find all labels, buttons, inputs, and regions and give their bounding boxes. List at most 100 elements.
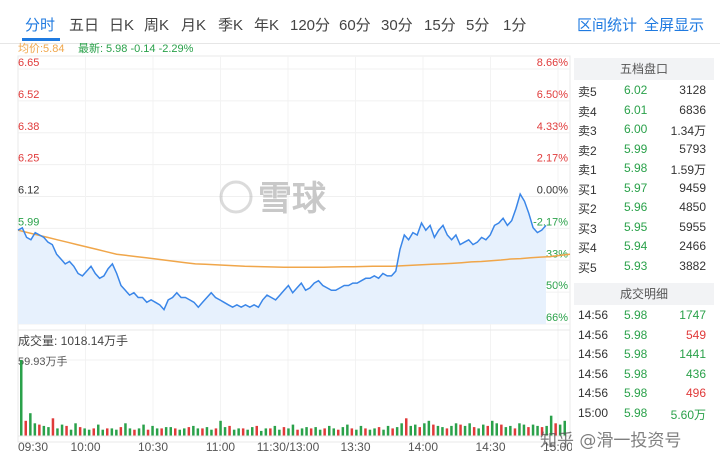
tab-11[interactable]: 5分 xyxy=(466,17,490,34)
volume-bar xyxy=(377,427,381,436)
volume-bar xyxy=(518,423,521,436)
volume-bar xyxy=(563,420,566,436)
level-name: 卖3 xyxy=(578,124,597,138)
trade-price: 5.98 xyxy=(624,347,648,361)
trade-volume: 1441 xyxy=(679,347,706,361)
tab-4[interactable]: 月K xyxy=(181,17,207,34)
y-tick-label: 5.99 xyxy=(18,216,39,228)
tab-12[interactable]: 1分 xyxy=(503,17,527,34)
trade-time: 14:56 xyxy=(578,366,609,381)
volume-bar xyxy=(187,427,191,436)
volume-bar xyxy=(110,428,114,436)
interval-stats-link[interactable]: 区间统计 xyxy=(577,17,638,34)
volume-bar xyxy=(201,428,204,436)
volume-bar xyxy=(355,429,358,436)
volume-bar xyxy=(418,427,421,436)
y-tick-label: 6.12 xyxy=(18,185,39,197)
order-book-row: 卖1 5.98 1.59万 xyxy=(574,158,714,178)
tab-6[interactable]: 年K xyxy=(254,17,280,34)
level-name: 卖4 xyxy=(578,104,597,119)
volume-bar xyxy=(491,420,494,436)
x-tick-label: 09:30 xyxy=(18,440,48,454)
volume-bar xyxy=(183,428,186,436)
trade-row: 14:56 5.98 496 xyxy=(574,383,714,403)
level-price: 6.02 xyxy=(624,83,648,97)
volume-bar xyxy=(246,429,249,436)
volume-bar xyxy=(341,427,345,436)
fullscreen-link[interactable]: 全屏显示 xyxy=(644,17,705,34)
volume-bar xyxy=(318,429,322,436)
price-area-fill xyxy=(18,194,546,324)
tab-2[interactable]: 日K xyxy=(109,17,135,34)
trade-time: 14:56 xyxy=(578,327,609,342)
volume-bar xyxy=(137,428,141,436)
volume-bar xyxy=(314,427,317,436)
watermark-logo xyxy=(219,180,253,214)
volume-bar xyxy=(269,428,272,436)
tab-9[interactable]: 30分 xyxy=(381,17,413,34)
volume-bar xyxy=(472,427,476,436)
trade-price: 5.98 xyxy=(624,366,648,381)
order-book-row: 买3 5.95 5955 xyxy=(574,217,714,237)
pct-tick-label: 8.66% xyxy=(537,57,568,69)
active-tab-indicator xyxy=(22,38,60,41)
tab-3[interactable]: 周K xyxy=(144,17,170,34)
volume-bar xyxy=(504,427,508,436)
trade-volume: 496 xyxy=(685,386,706,400)
volume-bar xyxy=(133,429,136,436)
volume-bar xyxy=(264,428,268,436)
tab-8[interactable]: 60分 xyxy=(339,17,371,34)
volume-bar xyxy=(124,423,127,436)
trades-title: 成交明细 xyxy=(574,283,714,305)
volume-bar xyxy=(232,429,236,436)
order-book-title: 五档盘口 xyxy=(574,58,714,80)
level-volume: 6836 xyxy=(679,102,706,117)
volume-bar xyxy=(56,428,59,436)
volume-bar xyxy=(323,428,326,436)
volume-bar xyxy=(296,429,299,436)
tab-5[interactable]: 季K xyxy=(218,17,244,34)
volume-bar xyxy=(332,428,335,436)
trade-volume: 549 xyxy=(685,327,706,342)
volume-bar xyxy=(169,427,172,436)
volume-bar xyxy=(151,425,154,436)
level-name: 卖5 xyxy=(578,85,597,99)
x-tick-label: 11:00 xyxy=(206,440,235,454)
trade-volume: 436 xyxy=(685,366,706,381)
x-tick-label: 10:30 xyxy=(138,440,168,454)
y-tick-label: 6.52 xyxy=(18,89,39,101)
volume-bar xyxy=(155,428,159,436)
volume-bar xyxy=(278,429,281,436)
level-price: 5.94 xyxy=(624,239,648,253)
trade-price: 5.98 xyxy=(624,386,648,400)
volume-total-label: 成交量: 1018.14万手 xyxy=(18,333,128,348)
volume-bar xyxy=(210,429,213,436)
volume-bar xyxy=(337,429,340,436)
volume-bar xyxy=(477,428,480,436)
x-tick-label: 11:30/13:00 xyxy=(257,440,320,454)
trade-price: 5.98 xyxy=(624,308,648,322)
volume-bar xyxy=(468,423,471,436)
tab-7[interactable]: 120分 xyxy=(290,17,331,34)
latest-price-label: 5.98 -0.14 -2.29% xyxy=(106,43,194,55)
volume-bar xyxy=(128,428,132,436)
volume-bar xyxy=(350,428,354,436)
x-tick-label: 15:00 xyxy=(543,440,572,454)
volume-bar xyxy=(405,418,408,436)
order-book-row: 卖2 5.99 5793 xyxy=(574,139,714,159)
level-price: 5.99 xyxy=(624,141,648,156)
trade-time: 14:56 xyxy=(578,386,609,400)
y-tick-label: 6.25 xyxy=(18,153,39,165)
volume-bar xyxy=(500,424,503,436)
volume-bar xyxy=(509,425,512,436)
tab-0[interactable]: 分时 xyxy=(25,17,56,34)
level-volume: 3128 xyxy=(679,83,706,97)
level-name: 买4 xyxy=(578,241,597,255)
level-price: 5.95 xyxy=(624,219,648,234)
volume-bar xyxy=(495,423,498,436)
level-name: 买5 xyxy=(578,260,597,275)
volume-bar xyxy=(237,428,240,436)
tab-10[interactable]: 15分 xyxy=(424,17,456,34)
volume-bar xyxy=(531,424,535,436)
tab-1[interactable]: 五日 xyxy=(69,17,100,34)
